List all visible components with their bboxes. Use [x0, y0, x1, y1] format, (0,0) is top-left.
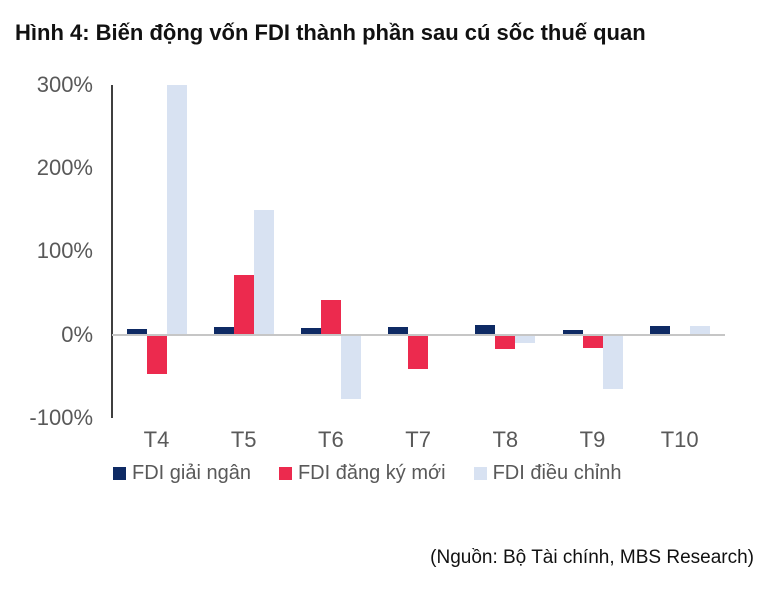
y-axis-line	[111, 84, 113, 418]
bar-T9-series-3	[602, 334, 623, 390]
bar-T8-series-2	[495, 334, 516, 350]
zero-gridline	[112, 333, 725, 336]
y-axis-tick-label: 0%	[61, 321, 93, 347]
legend-item: FDI đăng ký mới	[278, 461, 446, 485]
legend-label: FDI điều chỉnh	[492, 462, 622, 484]
x-axis-label-T8: T8	[492, 427, 519, 452]
source-note: (Nguồn: Bộ Tài chính, MBS Research)	[430, 547, 754, 568]
y-axis-tick-label: 300%	[36, 71, 93, 97]
x-axis-label-T6: T6	[318, 427, 344, 452]
bar-T6-series-2	[320, 300, 341, 335]
bar-T6-series-3	[340, 334, 361, 400]
legend-label: FDI giải ngân	[132, 462, 251, 484]
bar-T7-series-1	[388, 327, 409, 335]
legend-item: FDI điều chỉnh	[473, 461, 622, 485]
bar-T4-series-3	[166, 84, 187, 335]
x-axis-label-T9: T9	[579, 427, 606, 452]
bar-T5-series-2	[233, 274, 254, 335]
bar-T4-series-1	[126, 328, 147, 335]
bar-T4-series-2	[146, 334, 167, 374]
legend-item: FDI giải ngân	[113, 461, 251, 485]
x-axis-label-T7: T7	[405, 427, 431, 452]
legend-swatch-icon	[473, 466, 487, 480]
bar-T5-series-1	[213, 327, 234, 335]
y-axis-tick-label: 100%	[36, 238, 93, 264]
bar-T5-series-3	[253, 210, 274, 335]
legend-swatch-icon	[113, 466, 126, 480]
chart-title: Hình 4: Biến động vốn FDI thành phần sau…	[15, 20, 646, 45]
y-axis-tick-label: 200%	[36, 155, 93, 180]
bar-T10-series-1	[649, 326, 670, 335]
bar-T7-series-2	[408, 334, 429, 370]
y-axis-tick-label: -100%	[29, 404, 93, 430]
legend-swatch-icon	[278, 466, 292, 480]
x-axis-label-T5: T5	[230, 427, 257, 452]
x-axis-label-T4: T4	[143, 427, 170, 452]
bar-T9-series-2	[582, 334, 603, 348]
bar-T10-series-3	[689, 326, 710, 335]
bar-T8-series-3	[515, 334, 536, 343]
bar-T8-series-1	[475, 325, 496, 335]
legend: FDI giải ngân FDI đăng ký mới FDI điều chỉ…	[113, 461, 622, 485]
bar-T9-series-1	[562, 329, 583, 335]
plot-area: 300% 200% 100% 0% -100% T4 T5 T6 T7 T8 T9 T10	[29, 71, 725, 452]
x-axis-label-T10: T10	[660, 427, 699, 452]
bar-T6-series-1	[300, 327, 321, 335]
legend-label: FDI đăng ký mới	[297, 462, 446, 484]
